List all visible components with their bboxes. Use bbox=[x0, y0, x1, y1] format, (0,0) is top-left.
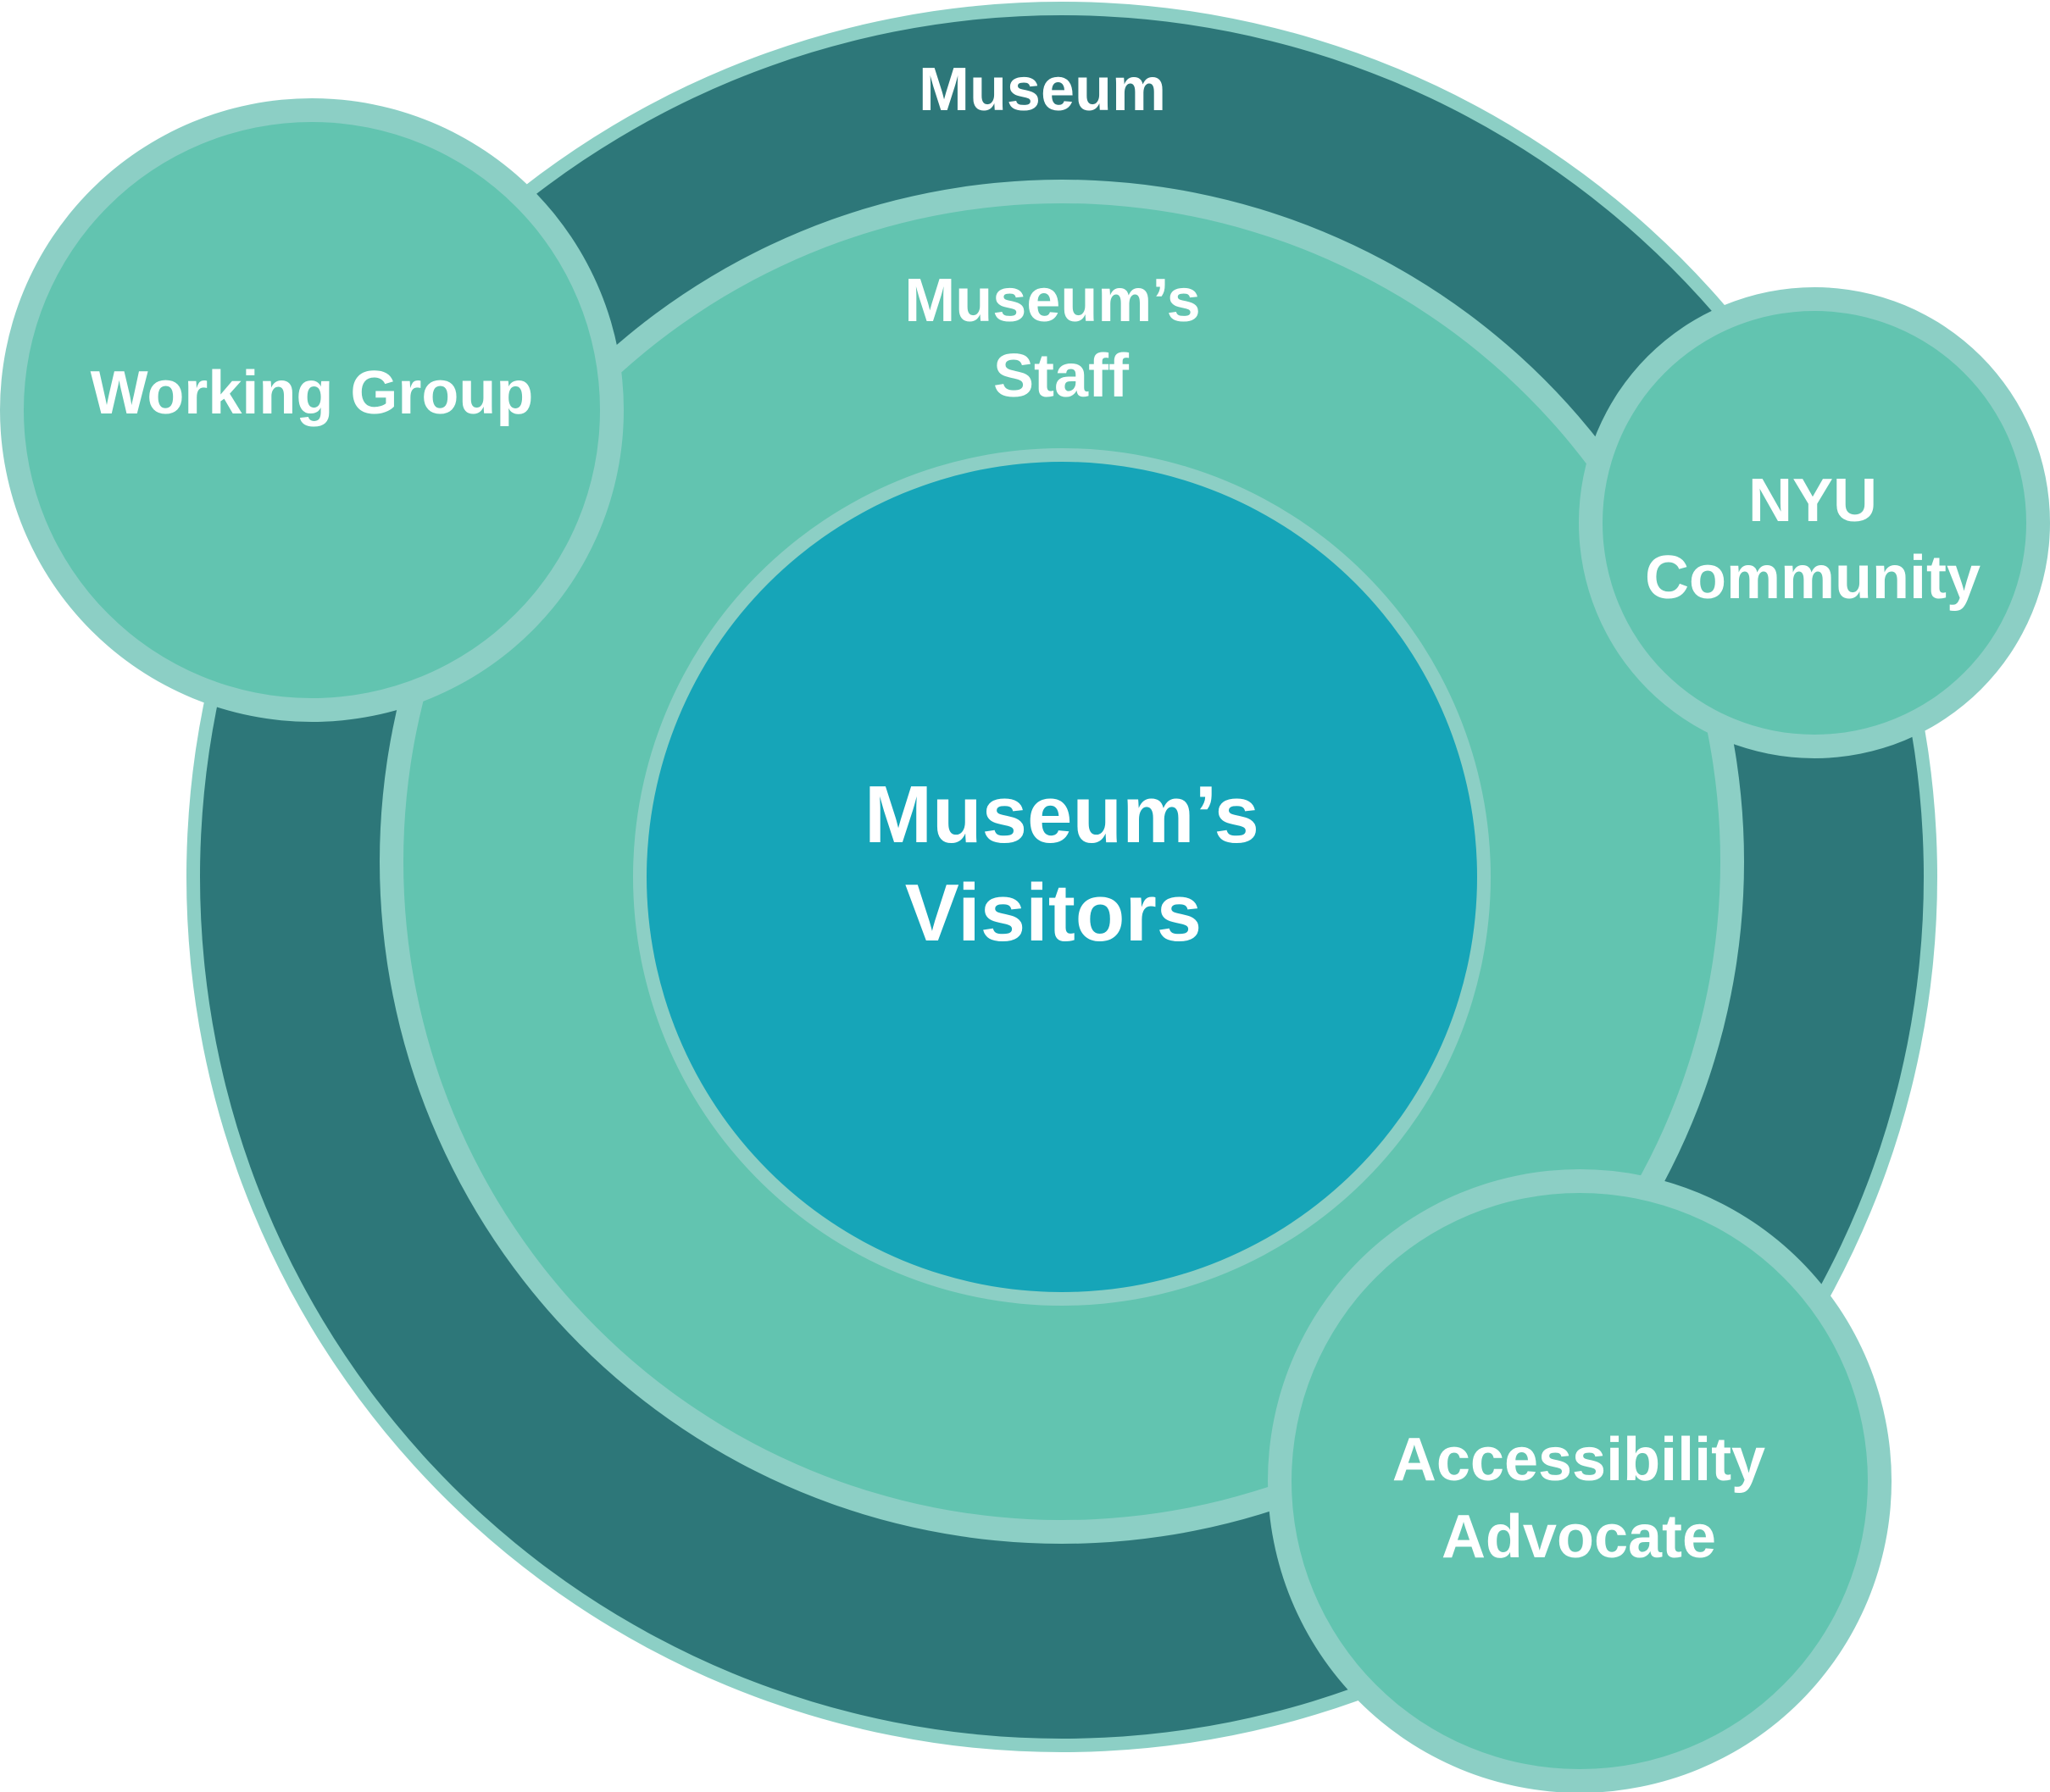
museum-label: Museum bbox=[919, 56, 1166, 124]
satellite-nyu-community bbox=[1579, 287, 2050, 758]
visitors-core bbox=[633, 448, 1491, 1306]
nyu-community-label-line1: NYU bbox=[1748, 467, 1877, 535]
visitors-label-line2: Visitors bbox=[905, 868, 1202, 958]
accessibility-advocate-fill bbox=[1292, 1193, 1868, 1769]
working-group-label: Working Group bbox=[91, 359, 534, 427]
accessibility-advocate-label-line1: Accessibility bbox=[1392, 1426, 1765, 1494]
satellite-working-group bbox=[0, 98, 624, 722]
nyu-community-label-line2: Community bbox=[1645, 544, 1981, 612]
visitors-core-fill bbox=[647, 462, 1477, 1292]
nyu-community-fill bbox=[1603, 311, 2026, 735]
accessibility-advocate-label-line2: Advocate bbox=[1442, 1503, 1716, 1571]
working-group-fill bbox=[24, 122, 600, 698]
satellite-accessibility-advocate bbox=[1268, 1169, 1892, 1792]
staff-label-line1: Museum’s bbox=[904, 267, 1200, 335]
visitors-label-line1: Museum’s bbox=[864, 769, 1259, 860]
staff-label-line2: Staff bbox=[993, 342, 1130, 410]
